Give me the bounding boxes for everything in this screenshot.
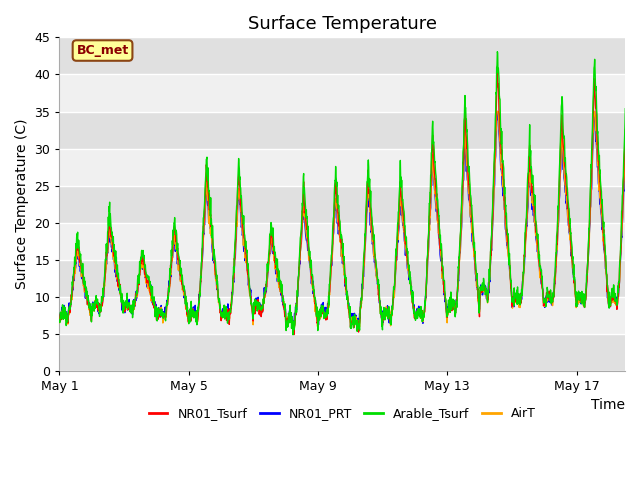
AirT [365,198,373,204]
AirT [56,320,63,325]
Line: AirT: AirT [60,111,640,328]
AirT [305,257,313,263]
NR01_Tsurf [558,119,566,124]
NR01_Tsurf [430,154,438,159]
Text: Time: Time [591,398,625,412]
NR01_PRT [493,108,501,114]
AirT [558,139,566,145]
Arable_Tsurf [365,181,373,187]
NR01_Tsurf [365,187,373,192]
NR01_PRT [365,202,373,207]
AirT [355,325,362,331]
NR01_Tsurf [290,332,298,337]
Arable_Tsurf [493,49,501,55]
Bar [60,334,625,371]
Arable_Tsurf [289,332,297,337]
Arable_Tsurf [315,315,323,321]
Text: BC_met: BC_met [76,44,129,57]
NR01_Tsurf [493,70,501,75]
NR01_Tsurf [305,253,313,259]
NR01_PRT [289,324,296,330]
AirT [430,173,438,179]
Arable_Tsurf [637,289,640,295]
NR01_PRT [430,174,438,180]
Line: NR01_Tsurf: NR01_Tsurf [60,72,640,335]
NR01_PRT [558,142,566,148]
Arable_Tsurf [430,139,438,144]
NR01_PRT [90,301,98,307]
Arable_Tsurf [558,101,566,107]
NR01_Tsurf [315,312,323,318]
Y-axis label: Surface Temperature (C): Surface Temperature (C) [15,119,29,289]
NR01_Tsurf [56,318,63,324]
NR01_Tsurf [90,306,98,312]
Bar [60,111,625,149]
AirT [315,317,323,323]
NR01_Tsurf [637,303,640,309]
AirT [90,307,98,313]
NR01_PRT [315,315,323,321]
Arable_Tsurf [305,253,313,259]
Line: NR01_PRT: NR01_PRT [60,111,640,327]
Arable_Tsurf [90,301,98,307]
Bar [60,37,625,74]
NR01_PRT [305,259,313,264]
Legend: NR01_Tsurf, NR01_PRT, Arable_Tsurf, AirT: NR01_Tsurf, NR01_PRT, Arable_Tsurf, AirT [144,402,541,425]
Bar [60,260,625,297]
Bar [60,186,625,223]
NR01_PRT [56,314,63,320]
Line: Arable_Tsurf: Arable_Tsurf [60,52,640,335]
Arable_Tsurf [56,317,63,323]
Title: Surface Temperature: Surface Temperature [248,15,436,33]
NR01_PRT [637,303,640,309]
AirT [493,108,501,114]
AirT [637,304,640,310]
